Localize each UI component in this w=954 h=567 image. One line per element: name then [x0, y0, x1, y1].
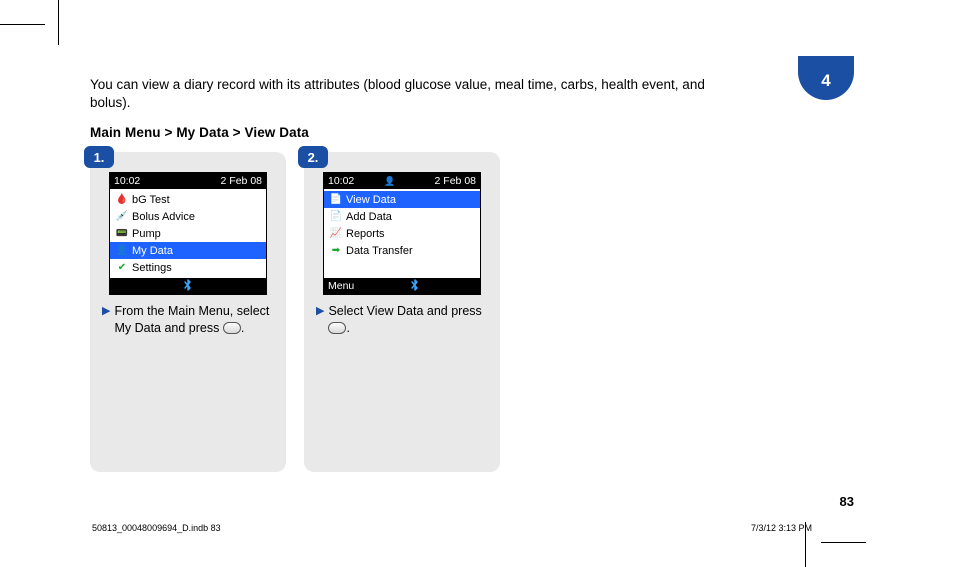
- menu-item[interactable]: 👤 My Data: [110, 242, 266, 259]
- footer-left-label: Menu: [328, 280, 354, 292]
- menu-item[interactable]: 📄 View Data: [324, 191, 480, 208]
- menu-item[interactable]: ✔ Settings: [110, 259, 266, 276]
- imprint-footer: 50813_00048009694_D.indb 83 7/3/12 3:13 …: [92, 523, 812, 533]
- page-body: 4 You can view a diary record with its a…: [90, 62, 850, 472]
- menu-item-label: View Data: [346, 194, 396, 206]
- menu-item[interactable]: 📈 Reports: [324, 225, 480, 242]
- screen-footer: [110, 278, 266, 294]
- ok-button-icon: [223, 322, 241, 334]
- menu-item-icon: 📄: [330, 194, 342, 206]
- chapter-tab: 4: [798, 56, 854, 100]
- menu-item[interactable]: 📄 Add Data: [324, 208, 480, 225]
- step-caption: ▶From the Main Menu, select My Data and …: [102, 303, 274, 337]
- menu-item-label: My Data: [132, 245, 173, 257]
- step-caption: ▶Select View Data and press .: [316, 303, 488, 337]
- menu-item-icon: 📄: [330, 211, 342, 223]
- menu-item-empty: [324, 259, 480, 276]
- menu-item-icon: 📈: [330, 228, 342, 240]
- status-date: 2 Feb 08: [221, 175, 262, 187]
- crop-mark: [58, 0, 59, 45]
- menu-item-icon: 📟: [116, 228, 128, 240]
- status-time: 10:02: [328, 175, 354, 187]
- step-card: 2.10:02👤2 Feb 08📄View Data📄Add Data📈Repo…: [304, 152, 500, 472]
- menu-item-icon: ✔: [116, 262, 128, 274]
- caption-bullet-icon: ▶: [316, 303, 324, 337]
- menu-item-icon: 👤: [116, 245, 128, 257]
- caption-bullet-icon: ▶: [102, 303, 110, 337]
- status-bar: 10:02 👤 2 Feb 08: [324, 173, 480, 189]
- breadcrumb: Main Menu > My Data > View Data: [90, 125, 850, 140]
- ok-button-icon: [328, 322, 346, 334]
- menu-item-icon: 🩸: [116, 194, 128, 206]
- status-icon: 👤: [384, 176, 395, 187]
- menu-list: 🩸 bG Test 💉 Bolus Advice 📟 Pump 👤 My Data ✔ Setti…: [110, 189, 266, 278]
- intro-text: You can view a diary record with its att…: [90, 76, 730, 112]
- imprint-left: 50813_00048009694_D.indb 83: [92, 523, 221, 533]
- menu-item-label: Bolus Advice: [132, 211, 195, 223]
- device-screen: 10:02 👤 2 Feb 08 📄 View Data 📄 Add Data 📈 Report…: [323, 172, 481, 295]
- page-number: 83: [840, 494, 854, 509]
- step-badge: 2.: [298, 146, 328, 168]
- menu-item-label: Pump: [132, 228, 161, 240]
- device-screen: 10:02 2 Feb 08 🩸 bG Test 💉 Bolus Advice 📟 Pump 👤…: [109, 172, 267, 295]
- menu-item[interactable]: 💉 Bolus Advice: [110, 208, 266, 225]
- status-bar: 10:02 2 Feb 08: [110, 173, 266, 189]
- caption-text: From the Main Menu, select My Data and p…: [114, 303, 274, 337]
- menu-list: 📄 View Data 📄 Add Data 📈 Reports ➡ Data Transfe…: [324, 189, 480, 278]
- crop-mark: [0, 24, 45, 25]
- imprint-right: 7/3/12 3:13 PM: [751, 523, 812, 533]
- menu-item[interactable]: ➡ Data Transfer: [324, 242, 480, 259]
- menu-item-label: Add Data: [346, 211, 392, 223]
- steps-row: 1.10:022 Feb 08🩸bG Test💉Bolus Advice📟Pum…: [90, 152, 850, 472]
- crop-mark: [821, 542, 866, 543]
- step-card: 1.10:022 Feb 08🩸bG Test💉Bolus Advice📟Pum…: [90, 152, 286, 472]
- menu-item-icon: ➡: [330, 245, 342, 257]
- screen-footer: Menu: [324, 278, 480, 294]
- menu-item-label: Data Transfer: [346, 245, 413, 257]
- menu-item-label: bG Test: [132, 194, 170, 206]
- menu-item-icon: 💉: [116, 211, 128, 223]
- bluetooth-icon: [184, 282, 192, 294]
- menu-item-label: Settings: [132, 262, 172, 274]
- caption-text: Select View Data and press .: [328, 303, 488, 337]
- step-badge: 1.: [84, 146, 114, 168]
- bluetooth-icon: [411, 282, 419, 294]
- menu-item-label: Reports: [346, 228, 385, 240]
- menu-item[interactable]: 🩸 bG Test: [110, 191, 266, 208]
- status-time: 10:02: [114, 175, 140, 187]
- menu-item[interactable]: 📟 Pump: [110, 225, 266, 242]
- status-date: 2 Feb 08: [435, 175, 476, 187]
